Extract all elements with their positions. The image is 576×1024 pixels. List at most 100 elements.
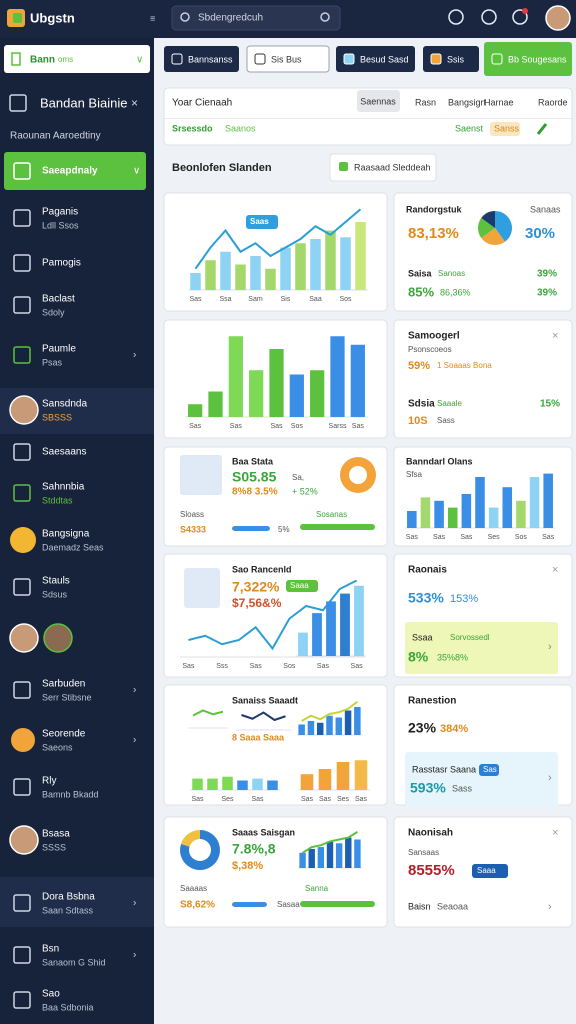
label: Raasaad Sleddeah	[354, 162, 431, 172]
bar	[310, 370, 325, 417]
toolbar-button-label: Bannsanss	[188, 54, 233, 64]
button-icon	[343, 53, 355, 65]
sidebar-select[interactable]	[4, 45, 150, 73]
section-title: Beonlofen Slanden	[172, 162, 272, 174]
card-text: Saaale	[437, 399, 462, 408]
toolbar-button[interactable]	[336, 46, 415, 72]
sidebar-item[interactable]	[0, 432, 154, 472]
header-icon[interactable]	[448, 9, 464, 25]
sidebar-item[interactable]	[0, 883, 154, 923]
line	[302, 831, 358, 854]
sidebar-item-sub: SSSS	[42, 842, 66, 852]
toolbar-button[interactable]	[423, 46, 479, 72]
sidebar-item[interactable]	[0, 720, 154, 760]
sidebar-item[interactable]	[0, 767, 154, 807]
chip-bg	[490, 122, 520, 136]
sidebar-item[interactable]	[0, 567, 154, 607]
card-text: 59%	[408, 360, 430, 372]
bar	[318, 769, 332, 790]
search-icon	[180, 12, 190, 22]
chevron: ›	[548, 901, 552, 913]
pie-slice	[481, 228, 505, 246]
bar	[354, 760, 368, 790]
card-text: Sas	[483, 765, 497, 774]
toolbar-button[interactable]	[484, 42, 572, 76]
filter-chip: Sanss	[494, 123, 520, 133]
sidebar-item[interactable]	[0, 980, 154, 1020]
bar	[330, 336, 345, 417]
toolbar-button[interactable]	[164, 46, 239, 72]
sidebar-item[interactable]	[0, 935, 154, 975]
card-text: Sanaiss Saaadt	[232, 695, 298, 705]
x-tick-label: Sas	[406, 534, 419, 541]
sidebar-item-sub: Stddtas	[42, 495, 73, 505]
sidebar-item[interactable]	[0, 473, 154, 513]
card-text: 533%	[408, 590, 444, 606]
toolbar-button[interactable]	[246, 45, 330, 73]
sidebar-item-label: Sarbuden	[42, 679, 85, 690]
avatar[interactable]	[545, 5, 571, 31]
bar	[289, 374, 304, 417]
sidebar-item[interactable]	[0, 390, 154, 430]
label: Bann	[30, 55, 55, 66]
card-text: 8 Saaa Saaa	[232, 732, 285, 742]
sidebar-icon	[13, 894, 31, 912]
card-text: Sorvossedl	[450, 633, 490, 642]
sidebar-item-label: Sansdnda	[42, 399, 87, 410]
section-button[interactable]	[329, 153, 437, 182]
x-tick-label: Sss	[216, 663, 228, 670]
sidebar-item[interactable]	[0, 670, 154, 710]
card-text: Saaas Saisgan	[232, 827, 295, 837]
card	[393, 192, 573, 312]
sidebar-item-label: Saesaans	[42, 447, 86, 458]
sidebar-item-label: Pamogis	[42, 258, 81, 269]
sidebar-item[interactable]	[0, 285, 154, 325]
sidebar-item-sub: Sdoly	[42, 307, 65, 317]
header-icon[interactable]	[512, 9, 528, 25]
sidebar-title: Bandan Biainie	[40, 95, 127, 110]
bar	[190, 273, 201, 290]
sidebar-icon	[13, 254, 31, 272]
toolbar-button-label: Bb Sougesans	[508, 54, 567, 64]
x-tick-label: Sas	[189, 296, 202, 303]
sidebar-item-sub: Saeons	[42, 742, 73, 752]
chevron: ›	[548, 772, 552, 784]
card-text: 23%	[408, 720, 437, 736]
search-box[interactable]	[171, 5, 341, 31]
progress	[300, 901, 375, 907]
line	[241, 711, 286, 722]
sidebar-item-label: Bangsigna	[42, 529, 90, 540]
card-text: Randorgstuk	[406, 204, 462, 214]
x-tick-label: Sas	[189, 423, 202, 430]
sidebar-item[interactable]	[0, 243, 154, 283]
bar	[350, 344, 365, 417]
donut-hole	[189, 839, 211, 861]
filter-chip: Saenst	[455, 123, 484, 133]
card-text: 1 Soaaas Bona	[437, 361, 492, 370]
button-icon	[171, 53, 183, 65]
bar	[207, 778, 218, 790]
close-icon: ×	[552, 330, 558, 342]
sidebar-item[interactable]	[0, 198, 154, 238]
sidebar-icon	[13, 991, 31, 1009]
sidebar-active[interactable]	[4, 152, 146, 190]
chevron: ∨	[136, 55, 143, 66]
card-text: S05.85	[232, 469, 277, 485]
bar	[354, 707, 361, 735]
filter-tab: Raorde	[538, 97, 568, 107]
x-tick-label: Saa	[309, 296, 322, 303]
filter-button[interactable]	[357, 90, 400, 112]
sidebar-item[interactable]	[0, 820, 154, 860]
x-tick-label: Sas	[319, 796, 332, 803]
sidebar-item-label: Sahnnbia	[42, 482, 85, 493]
card-text: 8555%	[408, 862, 455, 879]
card-text: Sasaa	[277, 900, 300, 909]
sidebar-item[interactable]	[0, 151, 154, 191]
header-icon[interactable]	[481, 9, 497, 25]
card-text: Naonisah	[408, 828, 453, 839]
sidebar-item[interactable]	[0, 335, 154, 375]
sidebar-item[interactable]	[0, 520, 154, 560]
bar	[192, 778, 203, 790]
card-text: Sansaas	[408, 848, 439, 857]
